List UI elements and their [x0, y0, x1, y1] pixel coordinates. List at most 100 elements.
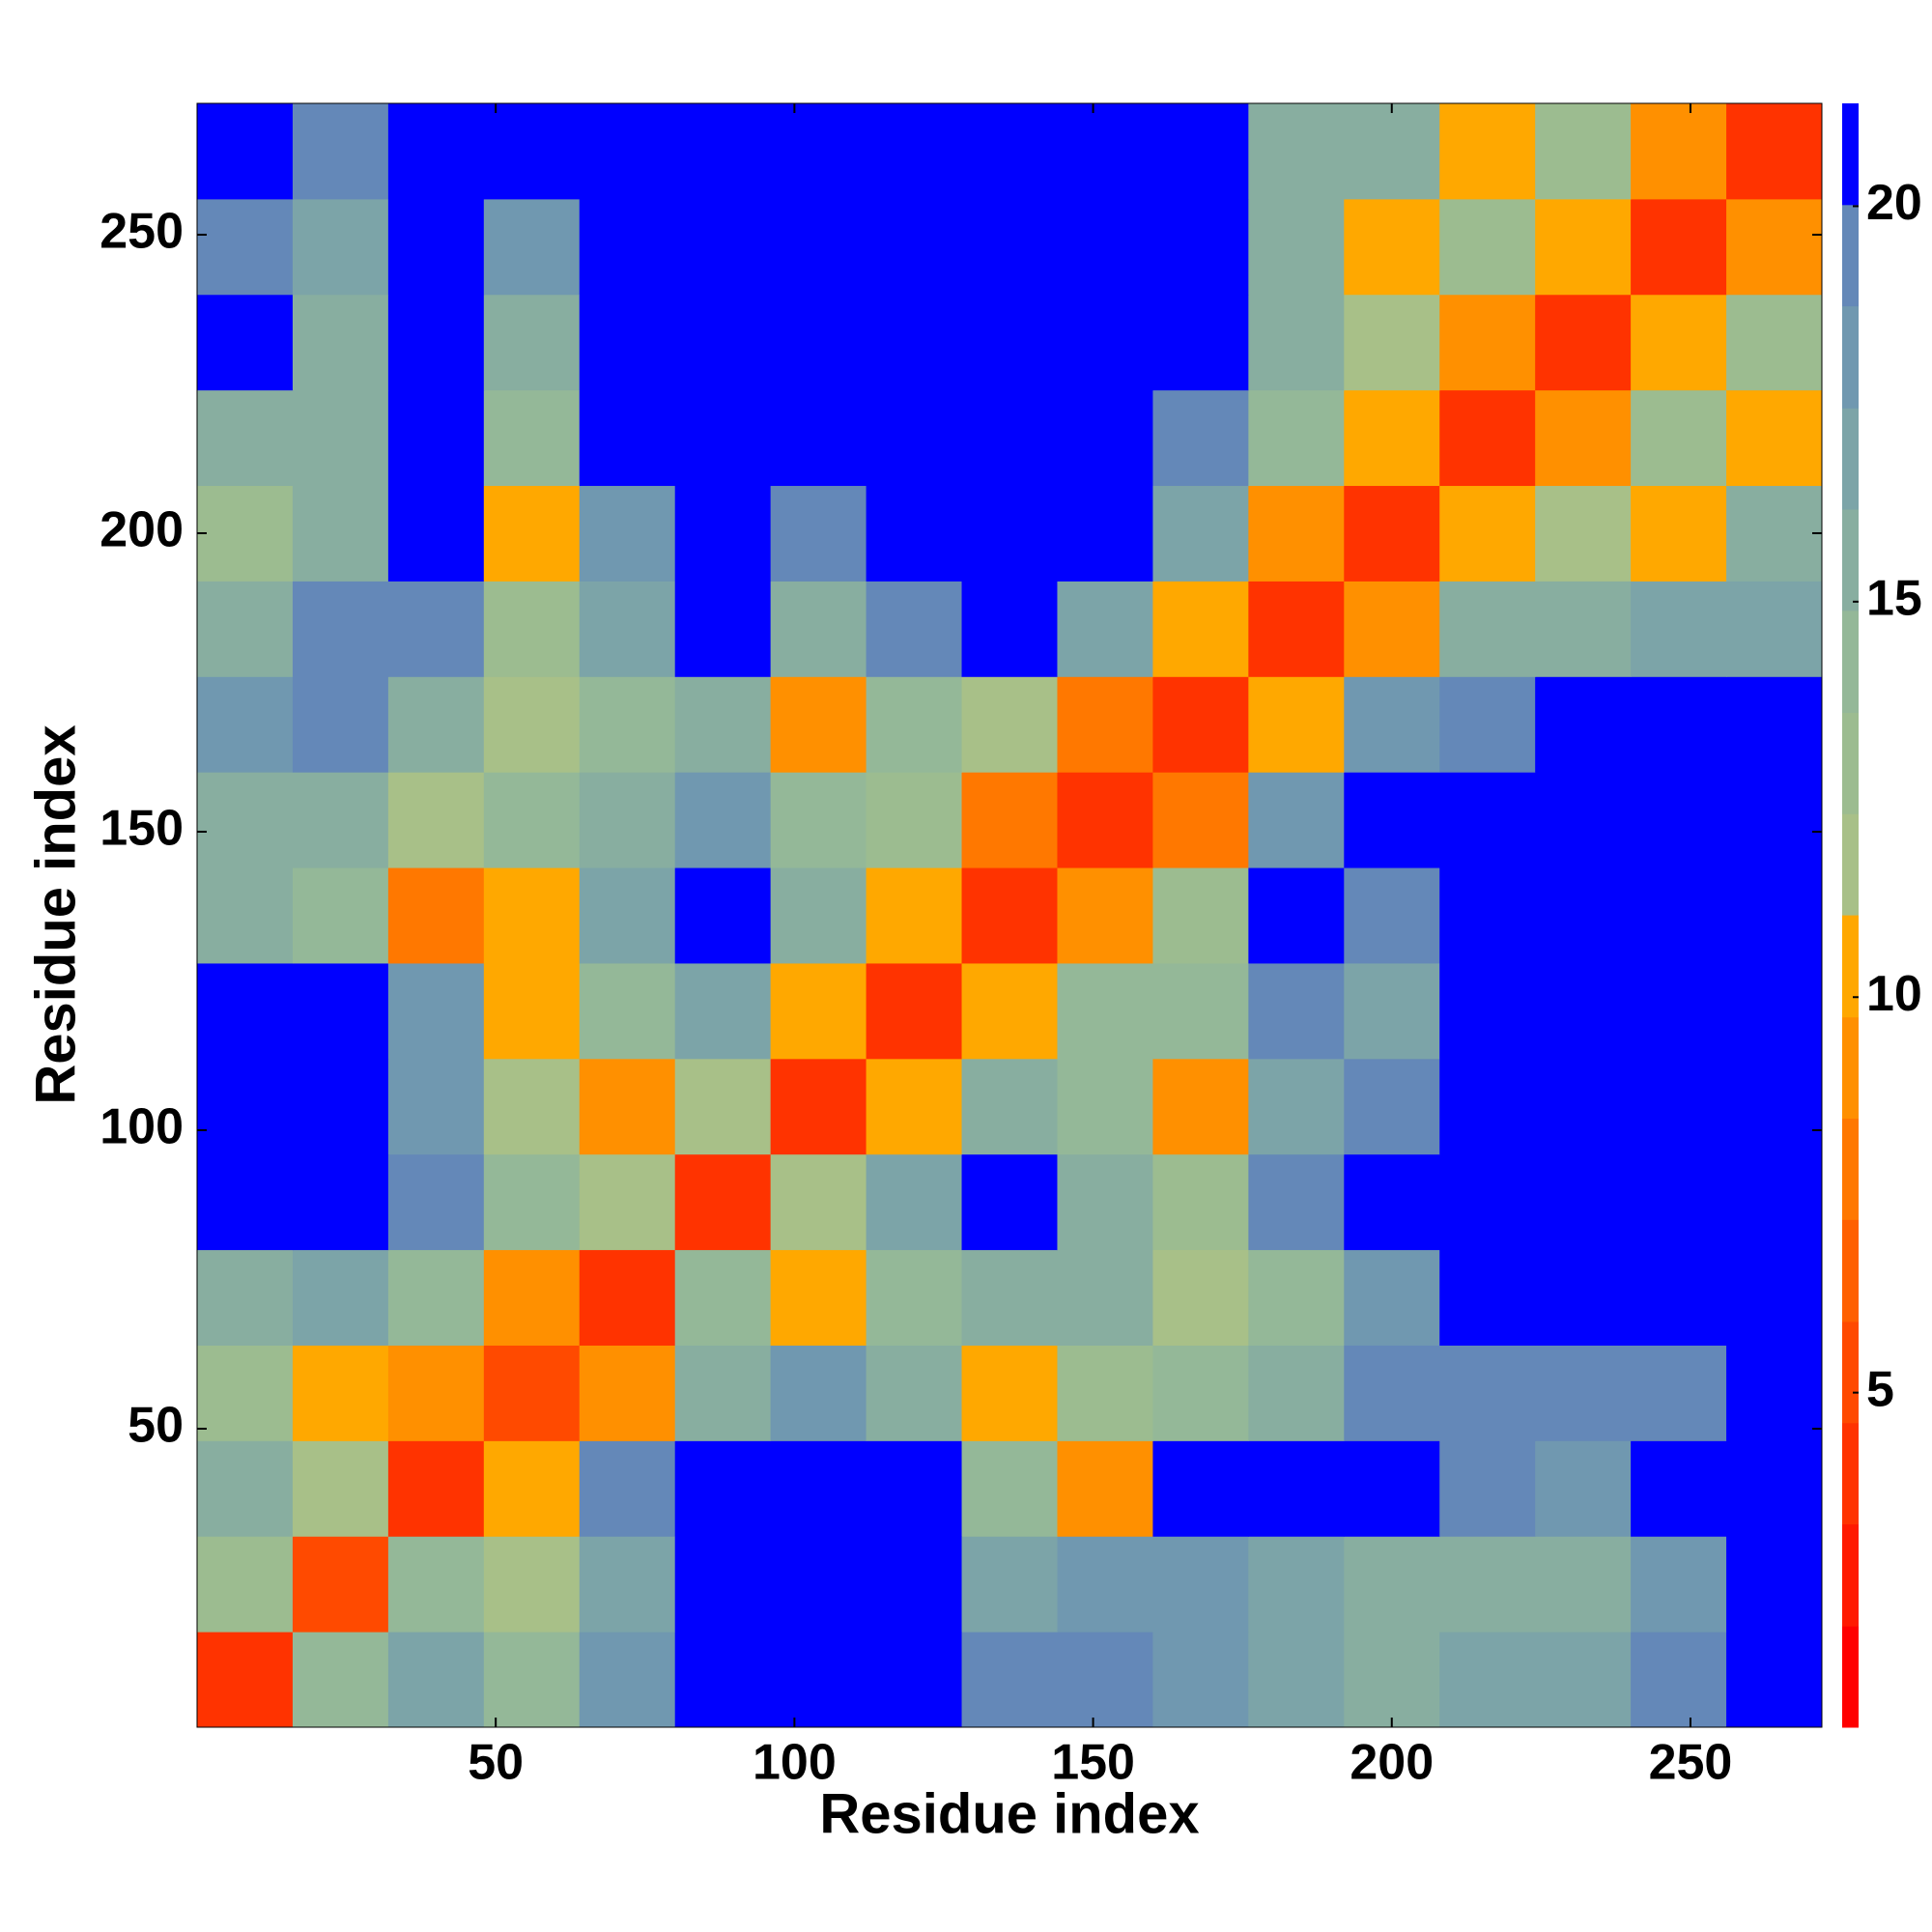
heatmap-cell — [1439, 676, 1536, 773]
heatmap-cell — [1535, 1249, 1632, 1346]
heatmap-cell — [961, 485, 1058, 582]
x-axis-label: Residue index — [819, 1782, 1199, 1845]
heatmap-cell — [1152, 867, 1249, 964]
heatmap-cell — [1535, 389, 1632, 487]
colorbar-tick-label: 20 — [1866, 175, 1922, 231]
heatmap-cell — [197, 1440, 294, 1537]
heatmap-cell — [387, 772, 485, 868]
heatmap-cell — [579, 962, 676, 1060]
heatmap-cell — [387, 103, 485, 200]
heatmap-cell — [579, 294, 676, 391]
heatmap-cell — [770, 103, 867, 200]
heatmap-cell — [579, 1249, 676, 1346]
heatmap-cell — [1439, 962, 1536, 1060]
heatmap-cell — [1057, 294, 1153, 391]
heatmap-cell — [1535, 1632, 1632, 1728]
heatmap-cell — [1152, 962, 1249, 1060]
heatmap-cell — [1057, 103, 1153, 200]
heatmap-cell — [292, 1536, 389, 1633]
heatmap-cell — [866, 581, 963, 677]
colorbar-band — [1842, 204, 1859, 307]
heatmap-cell — [961, 1058, 1058, 1155]
heatmap-cell — [387, 1249, 485, 1346]
colorbar-tick-label: 10 — [1866, 966, 1922, 1022]
heatmap-cell — [483, 1632, 581, 1728]
heatmap-cell — [1631, 198, 1727, 296]
colorbar-band — [1842, 1422, 1859, 1525]
heatmap-cell — [292, 581, 389, 677]
heatmap-cell — [1057, 485, 1153, 582]
heatmap-cell — [961, 294, 1058, 391]
heatmap-cell — [1439, 389, 1536, 487]
heatmap-cell — [579, 198, 676, 296]
heatmap-cell — [1631, 1345, 1727, 1441]
heatmap-cell — [961, 867, 1058, 964]
heatmap-cell — [770, 389, 867, 487]
heatmap-cell — [483, 676, 581, 773]
colorbar-band — [1842, 1016, 1859, 1120]
heatmap-cell — [483, 1345, 581, 1441]
heatmap-cell — [1439, 867, 1536, 964]
heatmap-cell — [1057, 676, 1153, 773]
heatmap-cell — [387, 1345, 485, 1441]
heatmap-cell — [197, 1536, 294, 1633]
colorbar-band — [1842, 915, 1859, 1018]
heatmap-cell — [292, 1153, 389, 1251]
heatmap-cell — [1248, 1153, 1345, 1251]
heatmap-cell — [1344, 1153, 1440, 1251]
heatmap-cell — [1439, 103, 1536, 200]
heatmap-cell — [1152, 1249, 1249, 1346]
heatmap-cell — [579, 1536, 676, 1633]
colorbar-band — [1842, 1321, 1859, 1424]
x-tick-label: 150 — [1051, 1735, 1135, 1791]
heatmap-cell — [1535, 581, 1632, 677]
heatmap-cell — [866, 1249, 963, 1346]
heatmap-cell — [866, 867, 963, 964]
heatmap-cell — [197, 1632, 294, 1728]
heatmap-cell — [961, 962, 1058, 1060]
heatmap-cell — [292, 294, 389, 391]
heatmap-cell — [1439, 1345, 1536, 1441]
heatmap-cell — [770, 772, 867, 868]
heatmap-cell — [197, 389, 294, 487]
heatmap-cell — [1535, 1153, 1632, 1251]
y-tick-label: 200 — [99, 502, 184, 558]
colorbar-tick-label: 15 — [1866, 571, 1922, 627]
heatmap-cell — [1726, 772, 1823, 868]
heatmap-cell — [483, 389, 581, 487]
heatmap-cell — [1631, 1440, 1727, 1537]
heatmap-cell — [197, 485, 294, 582]
heatmap-cell — [866, 1632, 963, 1728]
heatmap-cell — [1439, 1632, 1536, 1728]
heatmap-cell — [1535, 1536, 1632, 1633]
heatmap-cell — [866, 962, 963, 1060]
heatmap-cell — [1057, 1632, 1153, 1728]
heatmap-cell — [387, 1153, 485, 1251]
heatmap-cell — [1726, 1249, 1823, 1346]
heatmap-cell — [1057, 1153, 1153, 1251]
heatmap-cell — [1344, 581, 1440, 677]
heatmap-cell — [1726, 1632, 1823, 1728]
heatmap-cell — [292, 772, 389, 868]
heatmap-cell — [1057, 772, 1153, 868]
x-tick-label: 50 — [468, 1735, 524, 1791]
heatmap-cell — [197, 1058, 294, 1155]
x-tick-label: 200 — [1350, 1735, 1434, 1791]
heatmap-cell — [1152, 772, 1249, 868]
heatmap-cell — [292, 867, 389, 964]
heatmap-cell — [1535, 1440, 1632, 1537]
heatmap-cell — [387, 1536, 485, 1633]
heatmap-cell — [292, 198, 389, 296]
heatmap-cell — [1535, 867, 1632, 964]
heatmap-cell — [866, 772, 963, 868]
heatmap-cell — [770, 294, 867, 391]
heatmap-cell — [1535, 1345, 1632, 1441]
heatmap-cell — [387, 1440, 485, 1537]
heatmap-cell — [866, 1058, 963, 1155]
heatmap-cell — [674, 962, 772, 1060]
heatmap-cell — [1248, 1249, 1345, 1346]
heatmap-cell — [579, 103, 676, 200]
heatmap-cell — [1535, 103, 1632, 200]
heatmap-cell — [579, 1632, 676, 1728]
colorbar-band — [1842, 509, 1859, 611]
